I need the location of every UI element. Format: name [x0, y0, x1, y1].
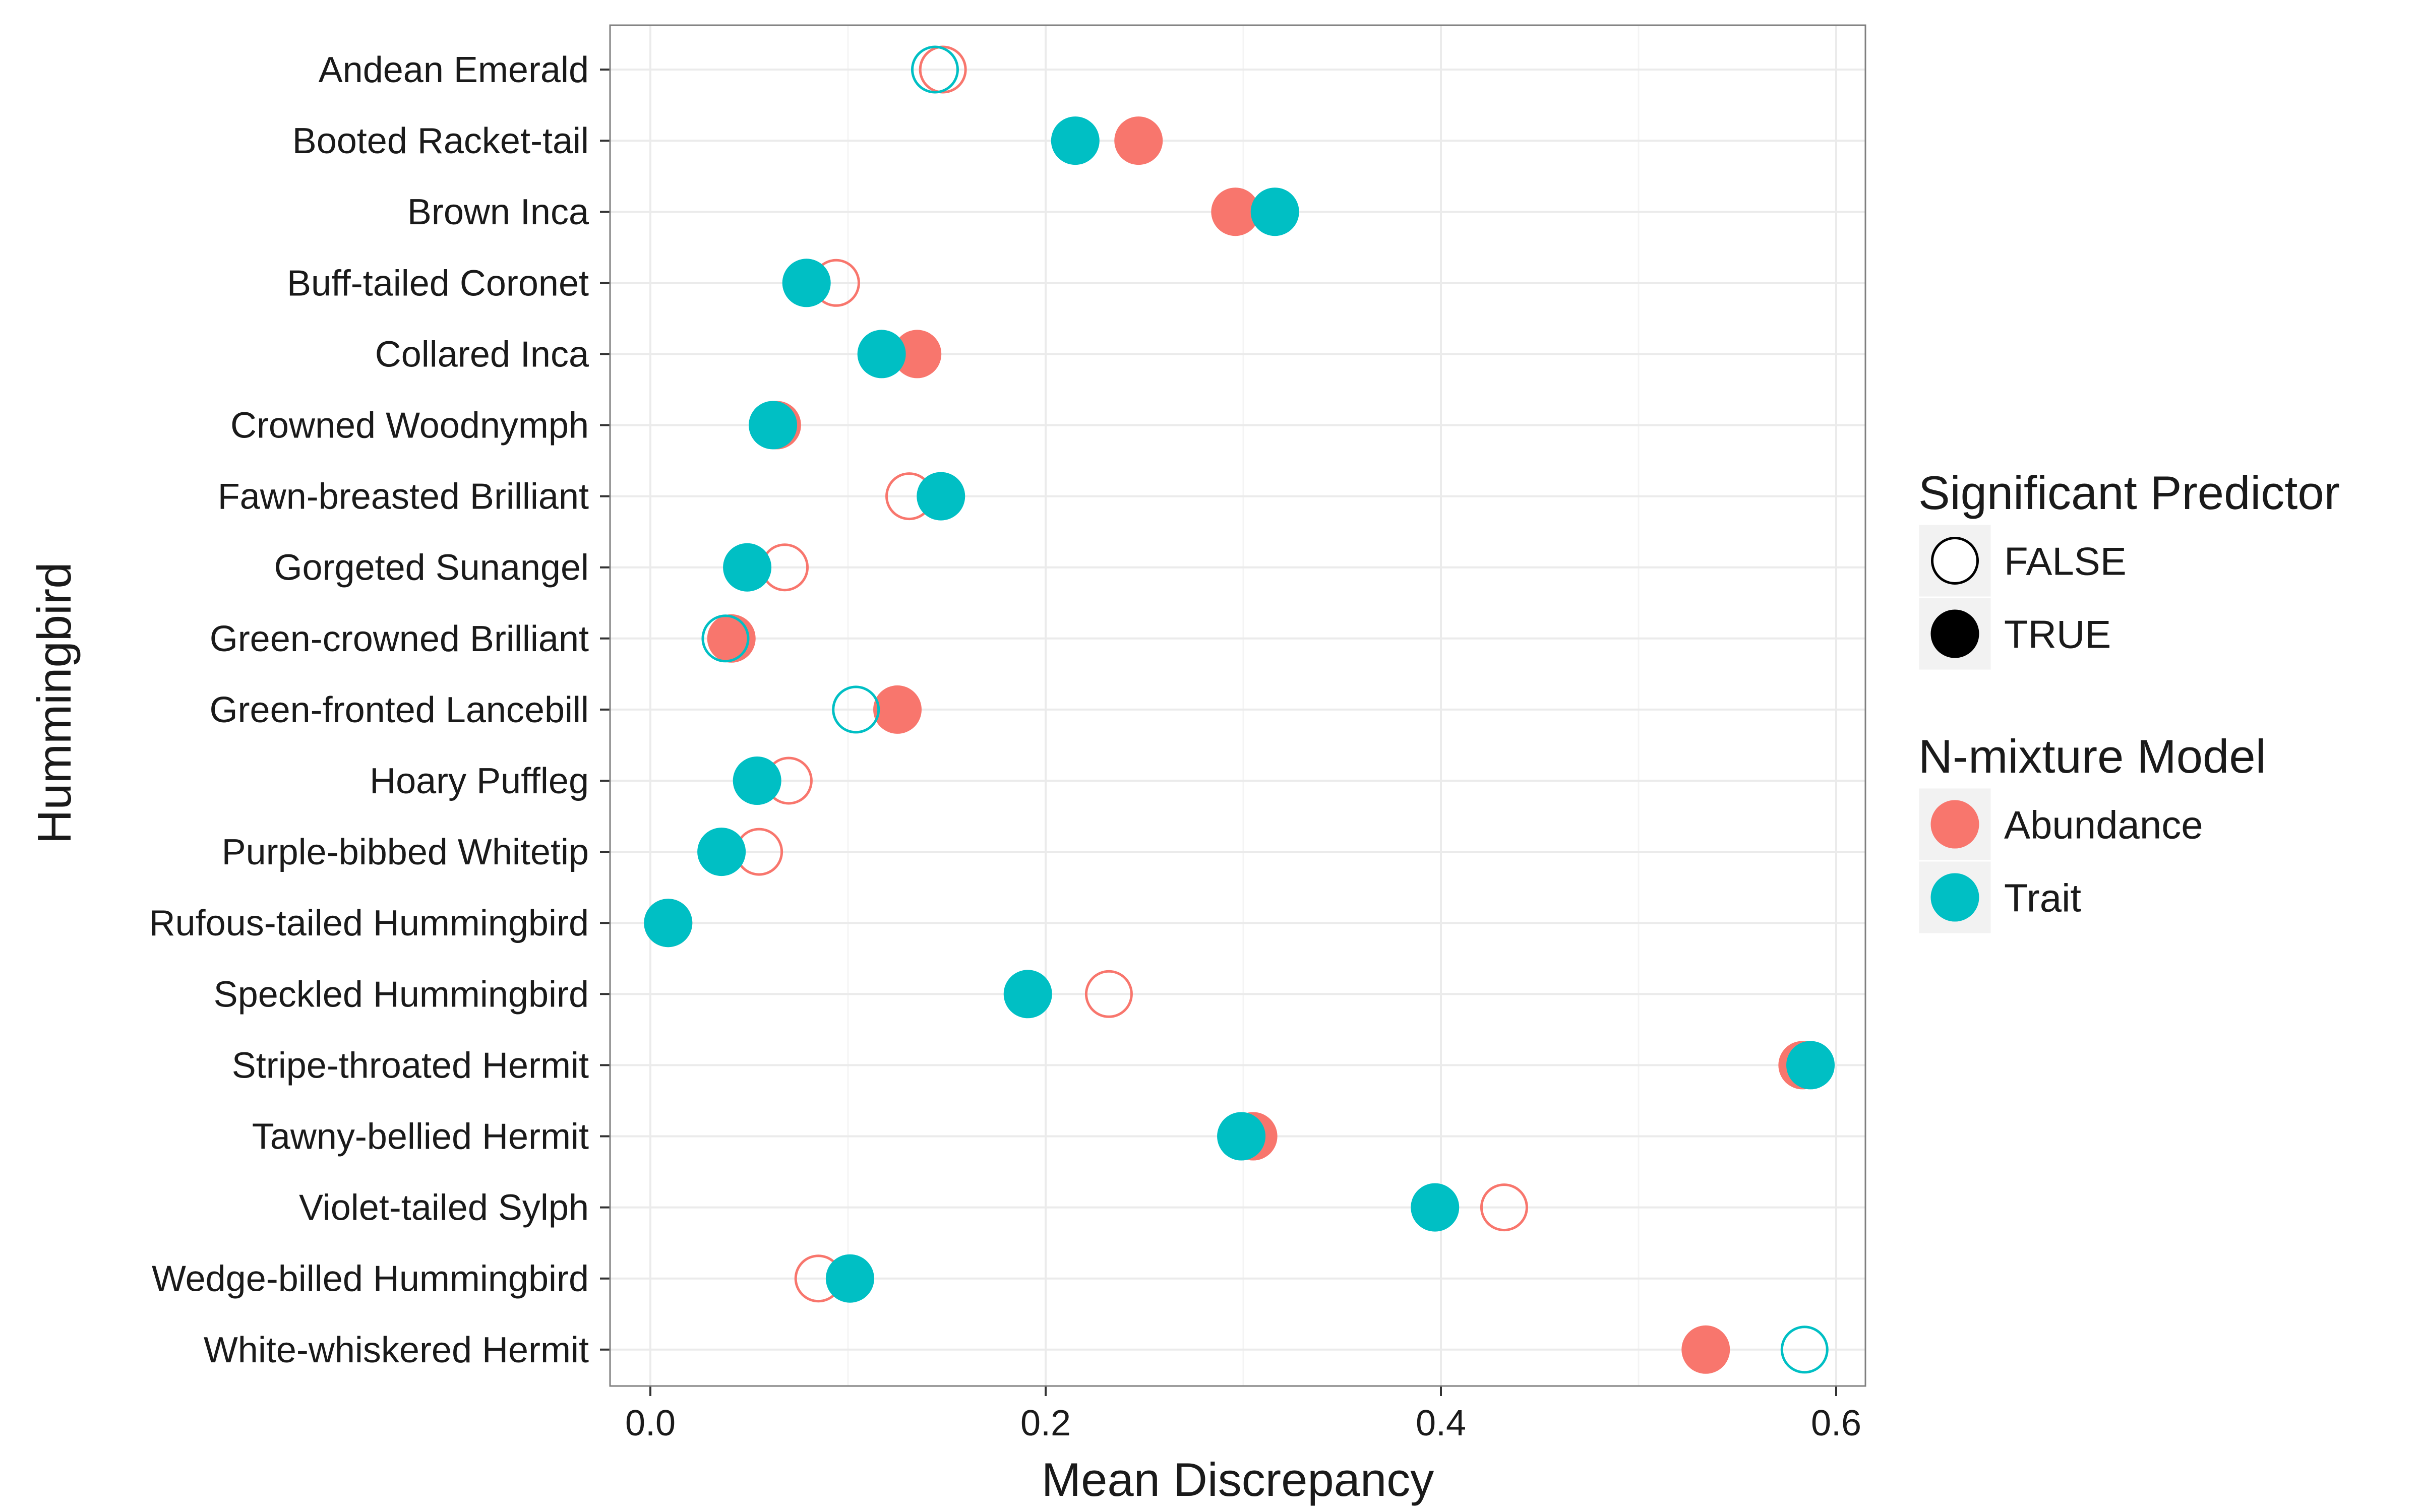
- legend-entry-label: TRUE: [2004, 612, 2111, 657]
- legend-title: Significant Predictor: [1918, 466, 2340, 519]
- y-category-label: Speckled Hummingbird: [214, 974, 589, 1015]
- abundance-point: [873, 685, 922, 734]
- y-category-label: Gorgeted Sunangel: [274, 548, 589, 588]
- y-category-label: Hoary Puffleg: [370, 761, 589, 801]
- trait-point: [825, 1254, 874, 1303]
- abundance-point: [1084, 970, 1133, 1018]
- trait-point: [733, 757, 781, 805]
- legend-key-symbol: [1931, 537, 1979, 585]
- axis-layer: 0.0 0.2 0.4 0.6 Andean Emerald Booted Racket-…: [149, 50, 1861, 1443]
- y-category-label: Collared Inca: [375, 334, 589, 374]
- trait-point: [1411, 1183, 1460, 1232]
- abundance-point: [919, 45, 967, 94]
- legend-entry-label: FALSE: [2004, 539, 2127, 584]
- y-category-label: Andean Emerald: [319, 50, 589, 90]
- trait-point: [749, 401, 798, 450]
- y-category-label: Green-fronted Lancebill: [210, 690, 589, 730]
- trait-point: [723, 543, 772, 592]
- y-category-label: Rufous-tailed Hummingbird: [149, 903, 589, 943]
- legend-key-symbol: [1930, 609, 1979, 658]
- y-category-label: Violet-tailed Sylph: [299, 1188, 589, 1228]
- points-layer: [644, 45, 1835, 1374]
- y-category-label: White-whiskered Hermit: [204, 1330, 589, 1370]
- trait-point: [1051, 116, 1100, 165]
- legend-entry-label: Trait: [2004, 876, 2081, 920]
- trait-point: [1250, 187, 1299, 236]
- y-category-label: Booted Racket-tail: [292, 121, 589, 161]
- trait-point: [1003, 970, 1052, 1019]
- y-category-label: Green-crowned Brilliant: [210, 619, 589, 659]
- y-category-label: Purple-bibbed Whitetip: [222, 832, 589, 872]
- legend-area: Significant Predictor FALSE TRUE N-mixture …: [1917, 466, 2340, 935]
- trait-point: [917, 472, 965, 521]
- y-category-label: Brown Inca: [407, 192, 589, 232]
- y-category-label: Fawn-breasted Brilliant: [218, 477, 589, 517]
- trait-point: [911, 45, 959, 94]
- trait-point: [1786, 1041, 1835, 1090]
- abundance-point: [1211, 187, 1260, 236]
- trait-point: [1780, 1326, 1829, 1374]
- trait-point: [832, 685, 880, 734]
- abundance-point: [1480, 1183, 1528, 1232]
- y-axis-title: Hummingbird: [28, 562, 81, 844]
- x-axis-title: Mean Discrepancy: [1042, 1453, 1434, 1506]
- legend-key-symbol: [1930, 873, 1979, 922]
- trait-point: [782, 259, 831, 307]
- x-tick-label: 0.4: [1416, 1403, 1466, 1443]
- abundance-point: [1114, 116, 1163, 165]
- trait-point: [1217, 1112, 1266, 1161]
- abundance-point: [1681, 1325, 1730, 1374]
- y-category-label: Crowned Woodnymph: [230, 406, 589, 446]
- abundance-point: [893, 330, 942, 379]
- x-tick-label: 0.0: [625, 1403, 676, 1443]
- y-category-label: Stripe-throated Hermit: [232, 1045, 589, 1086]
- panel-border: [609, 24, 1866, 1387]
- x-tick-label: 0.6: [1811, 1403, 1861, 1443]
- y-category-label: Wedge-billed Hummingbird: [152, 1259, 589, 1299]
- trait-point: [697, 828, 746, 876]
- y-category-label: Buff-tailed Coronet: [287, 263, 589, 303]
- trait-point: [857, 330, 906, 379]
- legend-title: N-mixture Model: [1918, 730, 2266, 783]
- y-category-label: Tawny-bellied Hermit: [252, 1117, 589, 1157]
- trait-point: [644, 899, 693, 948]
- legend-key-symbol: [1930, 800, 1979, 849]
- legend-entry-label: Abundance: [2004, 803, 2203, 847]
- x-tick-label: 0.2: [1020, 1403, 1071, 1443]
- trait-point: [701, 614, 750, 663]
